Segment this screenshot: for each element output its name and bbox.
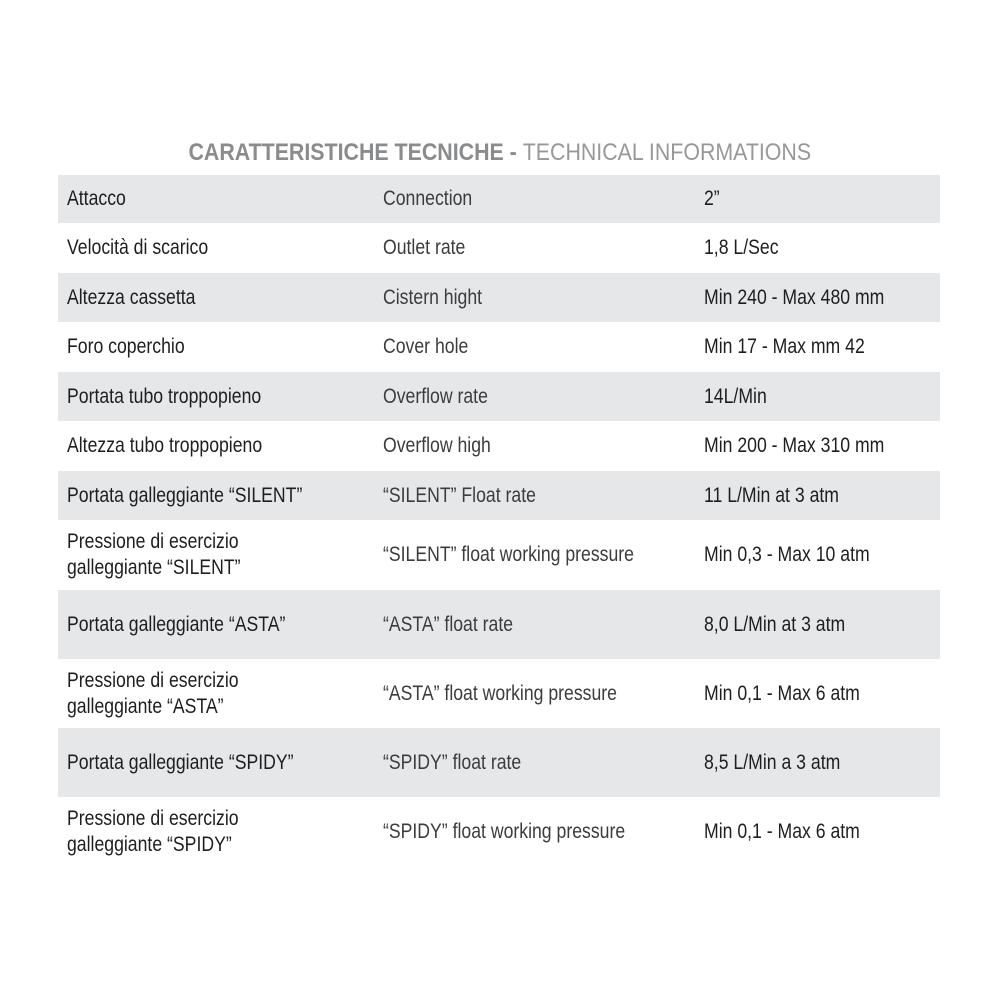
title-english: TECHNICAL INFORMATIONS — [522, 139, 812, 166]
table-row: Portata galleggiante “ASTA” “ASTA” float … — [58, 590, 940, 659]
label-italian: Portata galleggiante “SILENT” — [67, 483, 303, 507]
table-row: Portata galleggiante “SPIDY” “SPIDY” floa… — [58, 728, 940, 797]
label-italian: Portata galleggiante “SPIDY” — [67, 750, 294, 774]
label-english-cell: Cover hole — [383, 334, 703, 360]
spec-value-cell: 8,0 L/Min at 3 atm — [704, 612, 944, 638]
label-english-cell: “SPIDY” float working pressure — [383, 819, 703, 845]
spec-value-cell: 2” — [704, 186, 944, 212]
label-english: Outlet rate — [383, 236, 466, 259]
label-english-cell: Overflow high — [383, 433, 703, 459]
label-italian: Portata galleggiante “ASTA” — [67, 612, 286, 636]
label-italian: Pressione di esercizio galleggiante “SIL… — [67, 530, 241, 579]
spec-value-cell: 8,5 L/Min a 3 atm — [704, 750, 944, 776]
spec-value-cell: Min 200 - Max 310 mm — [704, 433, 944, 459]
label-english-cell: Connection — [383, 186, 703, 212]
label-english: Cistern hight — [383, 285, 483, 309]
technical-specs-table: Attacco Connection 2” Velocità di scarico Ou… — [58, 175, 940, 867]
label-italian: Attacco — [67, 187, 126, 210]
label-italian-cell: Portata galleggiante “SPIDY” — [67, 750, 377, 776]
table-row: Velocità di scarico Outlet rate 1,8 L/Sec — [58, 223, 940, 273]
table-row: Portata galleggiante “SILENT” “SILENT” Fl… — [58, 471, 940, 520]
table-row: Portata tubo troppopieno Overflow rate 14L… — [58, 372, 940, 421]
table-row: Pressione di esercizio galleggiante “SIL… — [58, 520, 940, 590]
table-row: Altezza tubo troppopieno Overflow high Min… — [58, 421, 940, 471]
label-english-cell: Outlet rate — [383, 235, 703, 261]
label-english-cell: “ASTA” float rate — [383, 612, 703, 638]
label-english-cell: “SPIDY” float rate — [383, 750, 703, 776]
label-english-cell: “ASTA” float working pressure — [383, 681, 703, 707]
label-italian-cell: Pressione di esercizio galleggiante “SPI… — [67, 806, 377, 858]
spec-value: Min 0,3 - Max 10 atm — [704, 543, 870, 566]
table-row: Altezza cassetta Cistern hight Min 240 - M… — [58, 273, 940, 322]
label-italian-cell: Foro coperchio — [67, 334, 377, 360]
spec-value: 8,5 L/Min a 3 atm — [704, 750, 841, 774]
spec-value: 1,8 L/Sec — [704, 236, 779, 259]
page-title: CARATTERISTICHE TECNICHE - TECHNICAL INF… — [0, 139, 1000, 167]
label-italian-cell: Attacco — [67, 186, 377, 212]
label-italian-cell: Portata galleggiante “SILENT” — [67, 483, 377, 509]
table-row: Pressione di esercizio galleggiante “AST… — [58, 659, 940, 728]
label-italian-cell: Altezza tubo troppopieno — [67, 433, 377, 459]
label-italian: Velocità di scarico — [67, 236, 209, 259]
label-english-cell: “SILENT” Float rate — [383, 483, 703, 509]
spec-value: Min 240 - Max 480 mm — [704, 285, 885, 309]
spec-value: Min 17 - Max mm 42 — [704, 335, 865, 358]
label-italian-cell: Portata galleggiante “ASTA” — [67, 612, 377, 638]
label-english: Connection — [383, 187, 473, 210]
label-italian: Pressione di esercizio galleggiante “SPI… — [67, 807, 239, 856]
spec-value-cell: Min 240 - Max 480 mm — [704, 285, 944, 311]
label-english: “SILENT” Float rate — [383, 483, 536, 507]
spec-value-cell: Min 0,1 - Max 6 atm — [704, 819, 944, 845]
spec-value-cell: 14L/Min — [704, 384, 944, 410]
label-italian-cell: Portata tubo troppopieno — [67, 384, 377, 410]
spec-value: Min 0,1 - Max 6 atm — [704, 820, 860, 843]
spec-value: 8,0 L/Min at 3 atm — [704, 612, 846, 636]
label-english: Overflow rate — [383, 384, 488, 408]
title-italian: CARATTERISTICHE TECNICHE - — [188, 139, 523, 166]
label-italian: Portata tubo troppopieno — [67, 384, 262, 408]
label-english: Cover hole — [383, 335, 469, 358]
label-italian-cell: Pressione di esercizio galleggiante “SIL… — [67, 529, 377, 581]
label-english-cell: Cistern hight — [383, 285, 703, 311]
label-english-cell: “SILENT” float working pressure — [383, 542, 703, 568]
spec-value: 11 L/Min at 3 atm — [704, 483, 839, 507]
label-italian-cell: Altezza cassetta — [67, 285, 377, 311]
label-english: “ASTA” float working pressure — [383, 681, 617, 705]
table-row: Foro coperchio Cover hole Min 17 - Max mm … — [58, 322, 940, 372]
table-row: Pressione di esercizio galleggiante “SPI… — [58, 797, 940, 867]
label-italian: Pressione di esercizio galleggiante “AST… — [67, 668, 239, 718]
spec-value: 14L/Min — [704, 384, 767, 408]
spec-value: Min 0,1 - Max 6 atm — [704, 681, 860, 705]
label-italian: Altezza cassetta — [67, 285, 196, 309]
spec-value: 2” — [704, 187, 720, 210]
label-italian: Altezza tubo troppopieno — [67, 434, 263, 457]
spec-value-cell: 1,8 L/Sec — [704, 235, 944, 261]
label-english: “SPIDY” float working pressure — [383, 820, 626, 843]
label-english: Overflow high — [383, 434, 491, 457]
label-italian-cell: Pressione di esercizio galleggiante “AST… — [67, 668, 377, 720]
spec-value-cell: Min 17 - Max mm 42 — [704, 334, 944, 360]
label-english: “ASTA” float rate — [383, 612, 514, 636]
label-english: “SILENT” float working pressure — [383, 543, 634, 566]
spec-value: Min 200 - Max 310 mm — [704, 434, 885, 457]
spec-value-cell: Min 0,3 - Max 10 atm — [704, 542, 944, 568]
spec-value-cell: 11 L/Min at 3 atm — [704, 483, 944, 509]
spec-value-cell: Min 0,1 - Max 6 atm — [704, 681, 944, 707]
label-english-cell: Overflow rate — [383, 384, 703, 410]
table-row: Attacco Connection 2” — [58, 175, 940, 223]
label-italian-cell: Velocità di scarico — [67, 235, 377, 261]
label-english: “SPIDY” float rate — [383, 750, 522, 774]
label-italian: Foro coperchio — [67, 335, 185, 358]
